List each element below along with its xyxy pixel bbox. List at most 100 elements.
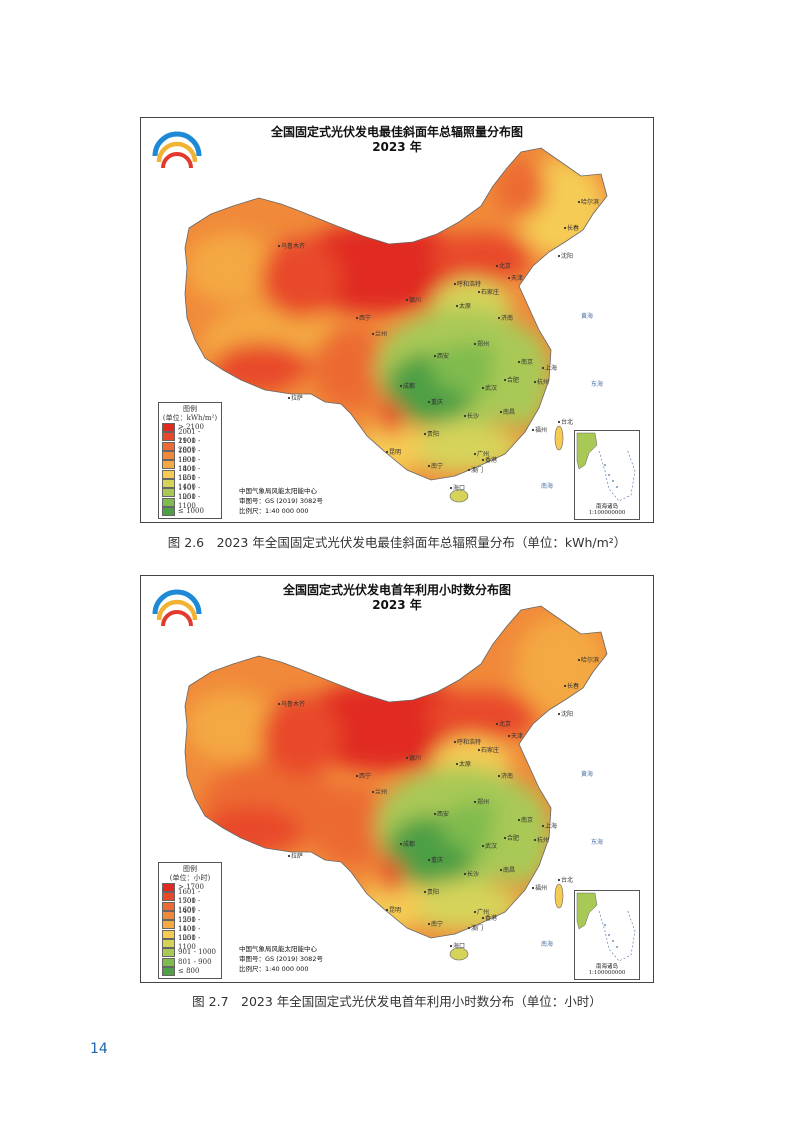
hainan-island bbox=[449, 489, 469, 503]
legend-item: 1901 - 2000 bbox=[162, 437, 218, 454]
china-map-irradiation: 乌鲁木齐拉萨西宁兰州银川呼和浩特北京天津石家庄太原济南郑州西安成都重庆贵阳昆明南… bbox=[152, 131, 608, 503]
city-dot bbox=[477, 748, 481, 752]
legend-title: 图例 bbox=[183, 405, 197, 413]
city-dot bbox=[481, 916, 485, 920]
city-dot bbox=[495, 722, 499, 726]
city-label: 上海 bbox=[545, 364, 557, 372]
city-dot bbox=[449, 486, 453, 490]
legend-item: > 1700 bbox=[162, 883, 218, 893]
city-dot bbox=[453, 282, 457, 286]
city-dot bbox=[473, 342, 477, 346]
city-dot bbox=[433, 812, 437, 816]
legend-item: 1401 - 1500 bbox=[162, 907, 218, 924]
city-label: 呼和浩特 bbox=[457, 280, 481, 288]
legend-swatch bbox=[162, 432, 175, 442]
city-label: 南京 bbox=[521, 358, 533, 366]
city-label: 银川 bbox=[409, 296, 421, 304]
sea-label: 黄海 bbox=[581, 770, 593, 778]
city-label: 香港 bbox=[485, 914, 497, 922]
city-label: 沈阳 bbox=[561, 252, 573, 260]
city-label: 重庆 bbox=[431, 856, 443, 864]
city-dot bbox=[277, 244, 281, 248]
city-label: 乌鲁木齐 bbox=[281, 242, 305, 250]
map-year: 2023 年 bbox=[372, 140, 422, 154]
legend-label: 2001 - 2100 bbox=[178, 427, 201, 445]
city-dot bbox=[473, 452, 477, 456]
city-dot bbox=[557, 712, 561, 716]
inset-label: 南海诸岛 bbox=[595, 504, 618, 510]
legend-item: 1601 - 1800 bbox=[162, 456, 218, 473]
city-dot bbox=[423, 890, 427, 894]
city-dot bbox=[463, 872, 467, 876]
sea-label: 黄海 bbox=[581, 312, 593, 320]
city-label: 成都 bbox=[403, 840, 415, 848]
city-dot bbox=[533, 838, 537, 842]
city-label: 石家庄 bbox=[481, 288, 499, 296]
city-label: 南昌 bbox=[503, 866, 515, 874]
city-dot bbox=[481, 386, 485, 390]
city-label: 天津 bbox=[511, 275, 523, 282]
china-border bbox=[184, 147, 608, 481]
city-dot bbox=[433, 354, 437, 358]
legend-label: > 1700 bbox=[178, 883, 204, 892]
map-figure-irradiation: 乌鲁木齐 拉萨 西宁 兰州 银川 呼和浩特 北京 天津 石家庄 太原 济南 郑州 西安 成都 重庆 贵阳 昆明南… bbox=[140, 117, 654, 523]
taiwan-island bbox=[554, 883, 564, 909]
legend-swatch bbox=[162, 966, 175, 976]
city-label: 济南 bbox=[501, 772, 513, 780]
sea-label: 东海 bbox=[591, 838, 603, 846]
city-label: 兰州 bbox=[375, 788, 387, 796]
city-dot bbox=[385, 450, 389, 454]
city-dot bbox=[541, 824, 545, 828]
figure-caption-2-6: 图 2.6 2023 年全国固定式光伏发电最佳斜面年总辐照量分布（单位：kWh/… bbox=[167, 535, 627, 550]
legend-swatch bbox=[162, 441, 175, 451]
city-dot bbox=[467, 926, 471, 930]
figure-caption-2-7: 图 2.7 2023 年全国固定式光伏发电首年利用小时数分布（单位：小时） bbox=[192, 994, 602, 1009]
legend-item: 1101 - 1250 bbox=[162, 484, 218, 501]
legend-item: 1801 - 1900 bbox=[162, 447, 218, 464]
legend-label: ≤ 800 bbox=[178, 966, 200, 975]
inset-scale: 1:100000000 bbox=[588, 510, 626, 516]
legend-label: 1601 - 1800 bbox=[178, 455, 201, 473]
legend-label: 1251 - 1400 bbox=[178, 474, 201, 492]
city-dot bbox=[557, 420, 561, 424]
legend-item: 1501 - 1600 bbox=[162, 897, 218, 914]
legend-item: ≤ 1000 bbox=[162, 506, 218, 516]
south-china-sea-inset: 南海诸岛 1:100000000 bbox=[574, 890, 640, 980]
city-dot bbox=[563, 684, 567, 688]
map-title-text: 全国固定式光伏发电最佳斜面年总辐照量分布图 bbox=[270, 125, 523, 139]
city-dot bbox=[541, 366, 545, 370]
city-label: 上海 bbox=[545, 822, 557, 830]
map-credits: 中国气象局风能太阳能中心 审图号：GS (2019) 3082号 比例尺：1:4… bbox=[239, 944, 323, 974]
city-label: 武汉 bbox=[485, 384, 497, 392]
legend-swatch bbox=[162, 488, 175, 498]
legend-swatch bbox=[162, 948, 175, 958]
legend-item: 1251 - 1400 bbox=[162, 474, 218, 491]
city-dot bbox=[481, 844, 485, 848]
city-label: 福州 bbox=[535, 884, 547, 892]
city-dot bbox=[533, 380, 537, 384]
city-label: 南宁 bbox=[431, 920, 443, 928]
legend-label: 1251 - 1400 bbox=[178, 915, 201, 933]
city-dot bbox=[277, 702, 281, 706]
city-label: 广州 bbox=[477, 450, 489, 458]
city-dot bbox=[563, 226, 567, 230]
legend-swatch bbox=[162, 920, 175, 930]
city-dot bbox=[455, 762, 459, 766]
city-label: 合肥 bbox=[507, 376, 519, 384]
credit-scale: 比例尺：1:40 000 000 bbox=[239, 965, 309, 973]
legend-swatch bbox=[162, 929, 175, 939]
map-credits: 中国气象局风能太阳能中心 审图号：GS (2019) 3082号 比例尺：1:4… bbox=[239, 486, 323, 516]
city-dot bbox=[495, 264, 499, 268]
city-label: 长沙 bbox=[467, 412, 479, 420]
legend-swatch bbox=[162, 957, 175, 967]
city-label: 太原 bbox=[459, 760, 471, 768]
city-dot bbox=[557, 254, 561, 258]
city-label: 武汉 bbox=[485, 842, 497, 850]
city-label: 太原 bbox=[459, 302, 471, 310]
legend-swatch bbox=[162, 460, 175, 470]
city-label: 乌鲁木齐 bbox=[281, 700, 305, 708]
city-label: 拉萨 bbox=[291, 394, 303, 402]
legend-item: 1101 - 1250 bbox=[162, 925, 218, 942]
china-border bbox=[184, 605, 608, 939]
city-dot bbox=[355, 774, 359, 778]
